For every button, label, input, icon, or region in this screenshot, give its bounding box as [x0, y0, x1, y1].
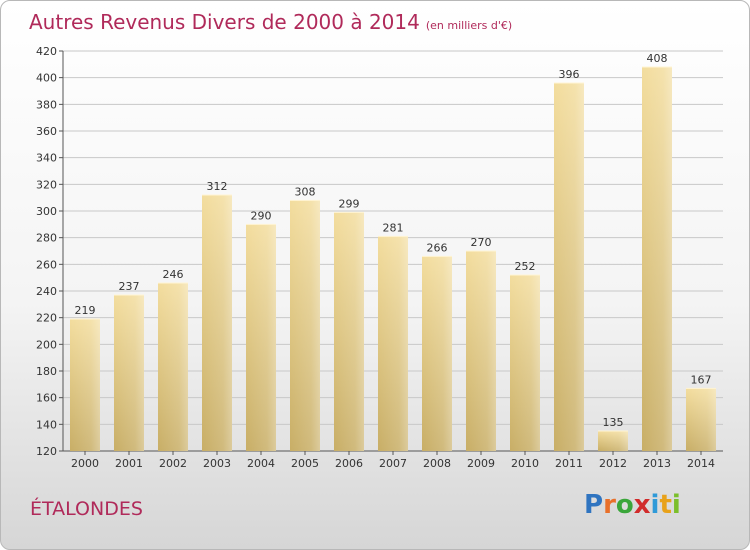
x-tick-label: 2011	[555, 457, 583, 470]
chart-title-text: Autres Revenus Divers de 2000 à 2014	[29, 10, 420, 34]
y-tick-label: 200	[36, 338, 57, 351]
logo-letter: i	[650, 490, 660, 520]
commune-name: ÉTALONDES	[30, 498, 143, 520]
y-tick-label: 320	[36, 178, 57, 191]
x-tick-label: 2003	[203, 457, 231, 470]
y-tick-label: 120	[36, 445, 57, 458]
bar-highlight	[114, 295, 144, 451]
data-label: 290	[251, 209, 272, 222]
x-tick-label: 2007	[379, 457, 407, 470]
logo-letter: r	[603, 490, 616, 520]
x-tick-label: 2010	[511, 457, 539, 470]
logo-letter: x	[633, 490, 651, 520]
data-label: 270	[471, 236, 492, 249]
data-label: 266	[427, 241, 448, 254]
y-tick-label: 360	[36, 125, 57, 138]
x-tick-label: 2004	[247, 457, 275, 470]
chart-unit: (en milliers d'€)	[425, 19, 513, 32]
y-tick-label: 240	[36, 285, 57, 298]
data-label: 246	[163, 268, 184, 281]
data-label: 281	[383, 221, 404, 234]
y-tick-label: 260	[36, 258, 57, 271]
bar-highlight	[202, 195, 232, 451]
x-tick-label: 2000	[71, 457, 99, 470]
bar-highlight	[378, 236, 408, 451]
bar-highlight	[290, 200, 320, 451]
data-label: 167	[691, 373, 712, 386]
bar-highlight	[642, 67, 672, 451]
x-tick-label: 2001	[115, 457, 143, 470]
y-tick-label: 280	[36, 232, 57, 245]
bar-highlight	[70, 319, 100, 451]
data-label: 135	[603, 416, 624, 429]
data-label: 308	[295, 185, 316, 198]
logo-letter: P	[584, 490, 604, 520]
logo-letter: t	[659, 490, 672, 520]
data-label: 237	[119, 280, 140, 293]
y-tick-label: 300	[36, 205, 57, 218]
x-tick-label: 2012	[599, 457, 627, 470]
y-tick-label: 160	[36, 392, 57, 405]
bar-highlight	[510, 275, 540, 451]
bar-layer	[70, 66, 716, 451]
logo-letter: i	[671, 490, 681, 520]
bar-highlight	[158, 283, 188, 451]
bar-highlight	[686, 388, 716, 451]
chart-title: Autres Revenus Divers de 2000 à 2014 (en …	[29, 10, 512, 34]
x-tick-label: 2008	[423, 457, 451, 470]
bar-highlight	[466, 251, 496, 451]
data-label: 408	[647, 52, 668, 65]
data-label: 312	[207, 180, 228, 193]
logo-letter: o	[615, 490, 634, 520]
y-tick-label: 400	[36, 72, 57, 85]
y-tick-label: 220	[36, 312, 57, 325]
label-layer: 219 237 246 312 290 308 299 281 266 270 252 396 135 4…	[75, 52, 712, 429]
x-tick-label: 2002	[159, 457, 187, 470]
x-tick-label: 2009	[467, 457, 495, 470]
proxiti-logo: Proxiti	[584, 490, 681, 520]
y-tick-label: 380	[36, 98, 57, 111]
bar-highlight	[246, 224, 276, 451]
data-label: 252	[515, 260, 536, 273]
y-tick-label: 340	[36, 152, 57, 165]
bar-highlight	[422, 256, 452, 451]
x-tick-label: 2013	[643, 457, 671, 470]
bar-highlight	[554, 83, 584, 451]
data-label: 396	[559, 68, 580, 81]
x-tick-label: 2006	[335, 457, 363, 470]
axis-layer: 120 140 160 180 200 220 240 260 280 300 320 340 360 3…	[36, 45, 723, 470]
x-tick-label: 2014	[687, 457, 715, 470]
y-tick-label: 140	[36, 418, 57, 431]
bar-highlight	[334, 212, 364, 451]
x-tick-label: 2005	[291, 457, 319, 470]
bar-highlight	[598, 431, 628, 451]
y-tick-label: 180	[36, 365, 57, 378]
y-tick-label: 420	[36, 45, 57, 58]
data-label: 219	[75, 304, 96, 317]
data-label: 299	[339, 197, 360, 210]
